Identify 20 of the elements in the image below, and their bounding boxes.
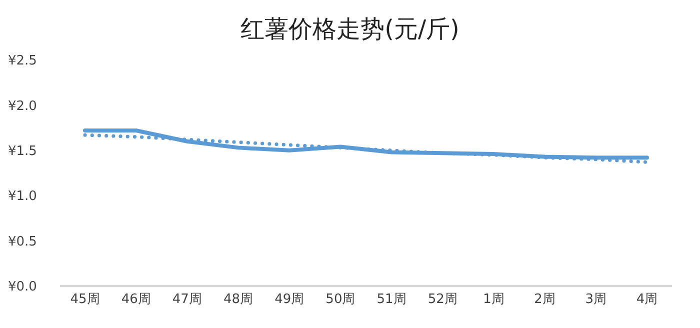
- x-tick-label: 3周: [585, 292, 607, 308]
- x-tick-label: 48周: [224, 292, 254, 308]
- x-tick-label: 45周: [70, 292, 100, 308]
- x-tick-label: 1周: [483, 292, 504, 308]
- x-tick-label: 2周: [534, 292, 556, 308]
- x-tick-label: 49周: [274, 292, 304, 308]
- y-tick-label: ¥2.0: [8, 98, 37, 114]
- x-tick-label: 4周: [636, 292, 658, 308]
- y-tick-label: ¥1.0: [8, 189, 37, 204]
- y-tick-label: ¥0.0: [8, 280, 37, 295]
- y-tick-label: ¥2.5: [8, 54, 37, 69]
- x-tick-label: 47周: [172, 292, 202, 308]
- y-tick-label: ¥1.5: [8, 144, 37, 160]
- x-tick-label: 51周: [376, 292, 406, 308]
- x-tick-label: 50周: [326, 292, 356, 308]
- x-tick-label: 46周: [121, 292, 151, 308]
- y-tick-label: ¥0.5: [8, 234, 37, 250]
- line-series: [83, 128, 649, 160]
- chart-title: 红薯价格走势(元/斤): [240, 14, 460, 45]
- x-tick-label: 52周: [428, 292, 458, 308]
